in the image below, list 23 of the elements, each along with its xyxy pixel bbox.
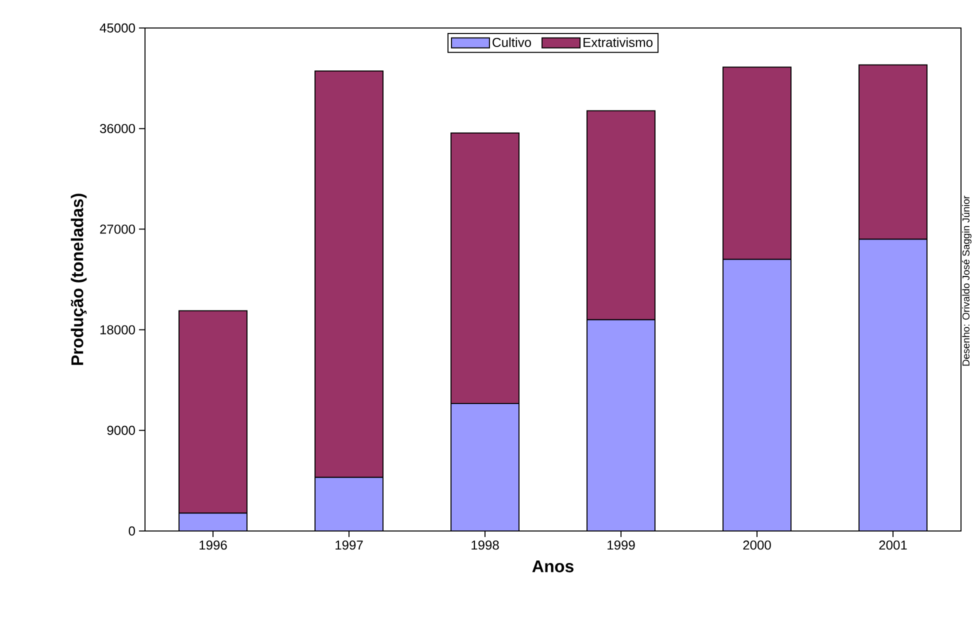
bar [314, 476, 384, 531]
x-tick-label: 1998 [472, 540, 499, 550]
x-tick-label: 1999 [608, 540, 635, 550]
y-tick-label: 27000 [100, 224, 135, 234]
y-axis-title: Produção (toneladas) [70, 194, 87, 365]
x-axis-title: Anos [532, 560, 574, 572]
y-tick-label: 0 [128, 526, 135, 536]
legend-label: Extrativismo [584, 37, 653, 48]
x-tick-label: 1996 [200, 540, 227, 550]
bar [586, 319, 656, 531]
x-tick-label: 2001 [879, 540, 907, 550]
bar [722, 258, 792, 531]
x-tick-label: 1997 [336, 540, 363, 550]
bar [178, 512, 248, 531]
bar [858, 238, 928, 531]
text: Desenho: Orivaldo José Saggin Júnior [962, 196, 972, 366]
y-tick-label: 36000 [100, 124, 135, 134]
x-tick-label: 2000 [743, 540, 771, 550]
y-tick-label: 9000 [107, 426, 135, 435]
y-tick-label: 18000 [100, 325, 135, 334]
legend-label: Cultivo [492, 37, 531, 48]
y-tick-label: 45000 [100, 23, 135, 33]
bar [450, 403, 520, 531]
